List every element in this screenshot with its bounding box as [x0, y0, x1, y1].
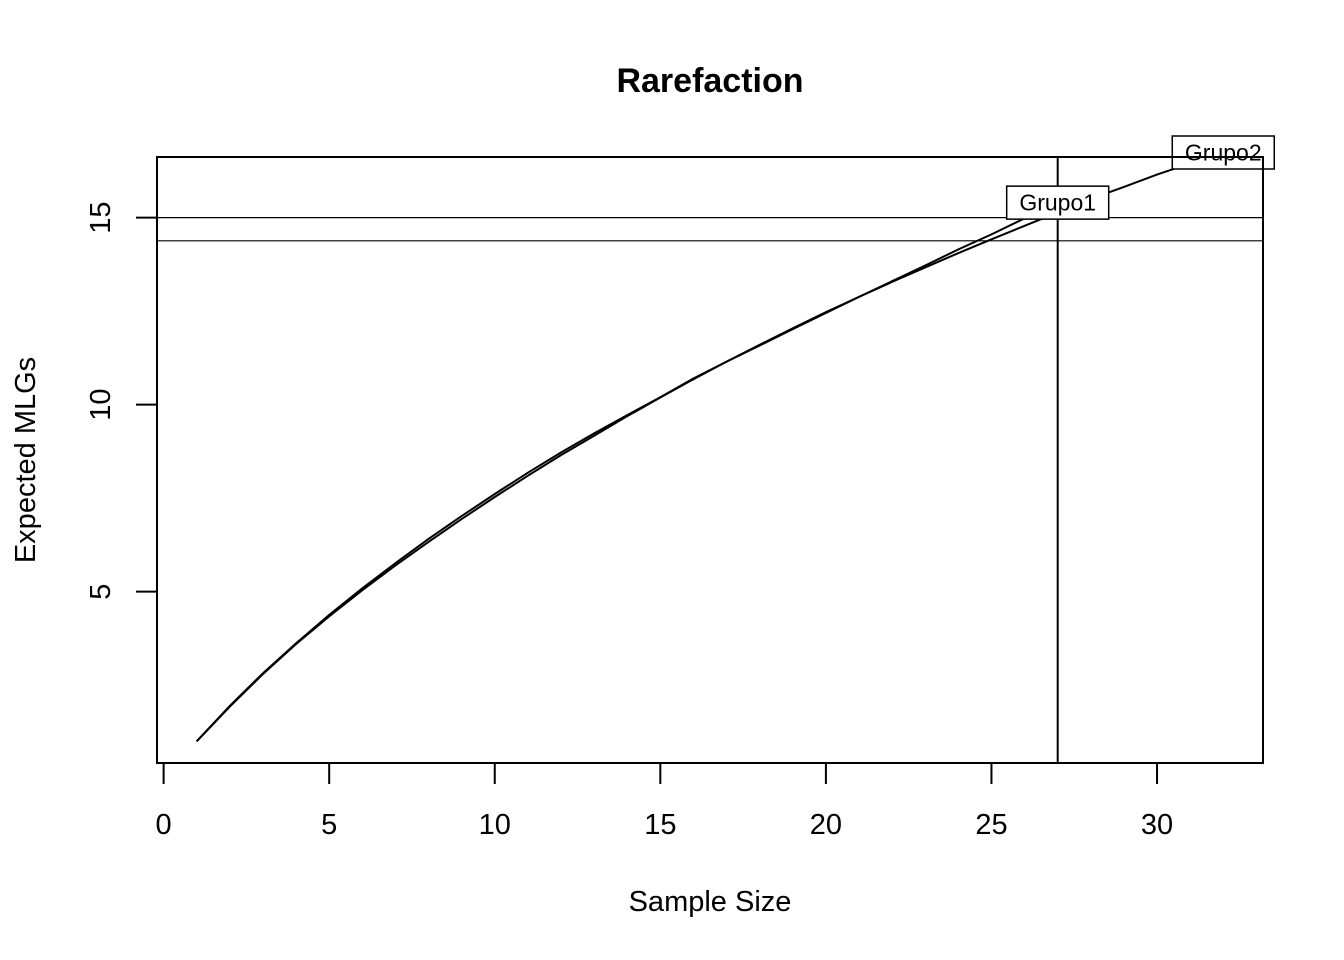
x-axis: 0 5 10 15 20 25 30 [156, 762, 1173, 841]
curve-label-box [1171, 135, 1276, 170]
x-tick-label: 30 [1141, 809, 1173, 841]
series-line-grupo1 [195, 201, 1059, 742]
curve-label-text: Grupo2 [1185, 140, 1262, 166]
curve-label-box [1005, 185, 1110, 220]
y-axis: 5 10 15 [85, 201, 158, 600]
x-tick-label: 10 [479, 809, 511, 841]
y-axis-label: Expected MLGs [10, 357, 42, 563]
x-axis-label: Sample Size [629, 886, 792, 918]
y-tick-label: 10 [85, 389, 117, 421]
x-tick-label: 25 [975, 809, 1007, 841]
curve-label-text: Grupo1 [1019, 190, 1096, 216]
x-tick-label: 20 [810, 809, 842, 841]
y-tick-label: 5 [85, 584, 117, 600]
x-tick-label: 5 [321, 809, 337, 841]
plot-frame [156, 156, 1264, 764]
plot-area: Grupo1 Grupo2 [157, 135, 1276, 763]
curve-label-grupo2: Grupo2 [1171, 135, 1276, 170]
chart-title: Rarefaction [616, 62, 803, 100]
y-tick-label: 15 [85, 201, 117, 233]
curve-label-grupo1: Grupo1 [1005, 185, 1110, 220]
x-tick-label: 15 [644, 809, 676, 841]
x-tick-label: 0 [156, 809, 172, 841]
